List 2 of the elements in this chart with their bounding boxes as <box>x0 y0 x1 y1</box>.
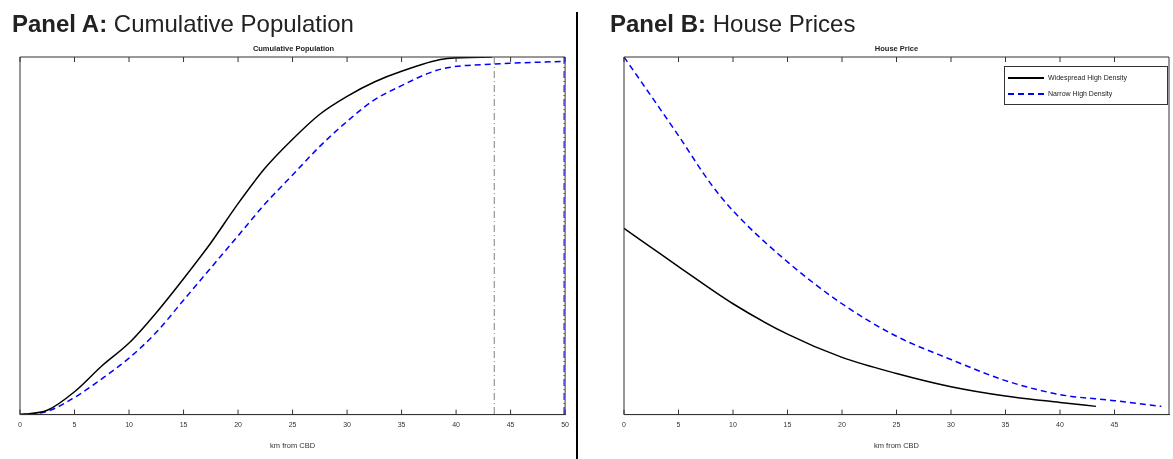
chart-title: Panel B: House Prices <box>610 10 856 38</box>
chart-title: Panel A: Cumulative Population <box>12 10 354 38</box>
